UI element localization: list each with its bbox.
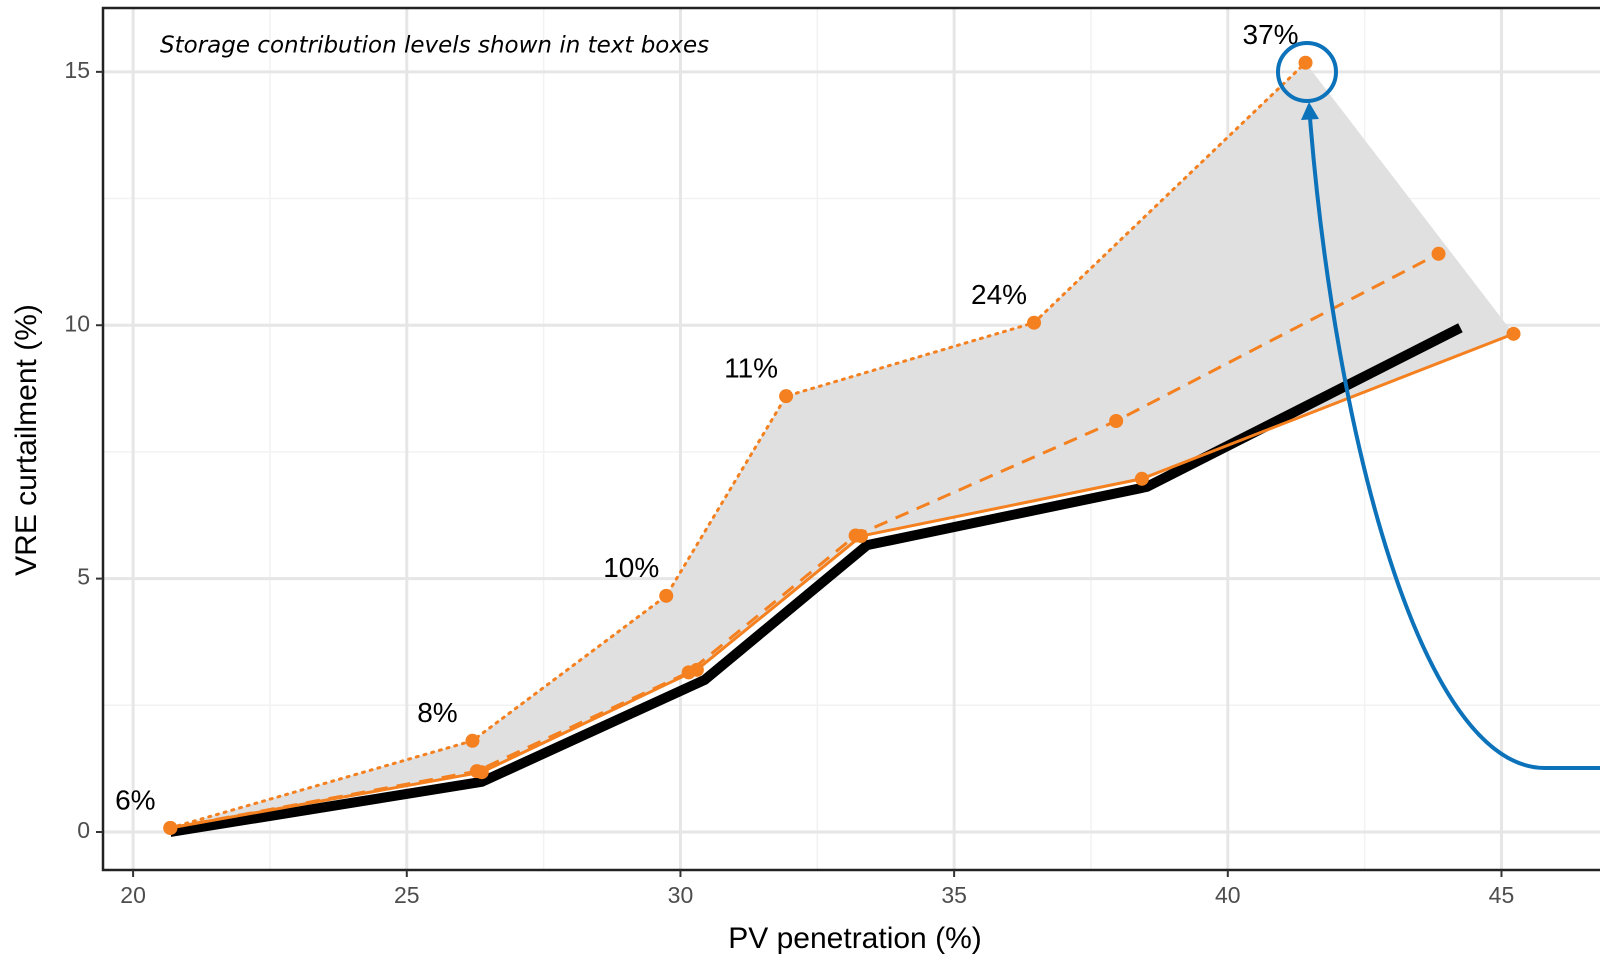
point-label: 11% (724, 353, 778, 384)
x-tick-label: 30 (668, 882, 694, 908)
point (779, 389, 794, 404)
y-tick-label: 10 (64, 310, 90, 336)
y-axis-title: VRE curtailment (%) (10, 304, 43, 576)
plot-area: 6% 8% 10% 11% 24% 37% (115, 19, 1521, 837)
y-tick-label: 0 (77, 817, 90, 843)
point (681, 665, 696, 680)
x-tick-label: 25 (394, 882, 420, 908)
x-tick-label: 45 (1489, 882, 1515, 908)
point-label: 37% (1243, 19, 1299, 50)
annotation: Storage contribution levels shown in tex… (160, 33, 709, 59)
point (1431, 246, 1446, 261)
y-tick-label: 5 (77, 564, 90, 590)
highlight-circle (1276, 41, 1338, 103)
point (659, 588, 674, 603)
panel-border (101, 6, 1600, 872)
point (848, 528, 863, 543)
point-label: 8% (417, 697, 457, 728)
highlight (1276, 41, 1600, 770)
point (465, 733, 480, 748)
point (1109, 414, 1124, 429)
x-tick-label: 40 (1215, 882, 1241, 908)
x-tick-label: 20 (120, 882, 146, 908)
series-line (169, 323, 1463, 837)
x-tick-label: 35 (941, 882, 967, 908)
point-label: 6% (115, 784, 155, 815)
point (1134, 471, 1149, 486)
point (1298, 55, 1313, 70)
point (163, 820, 178, 835)
point (469, 764, 484, 779)
arrow (1308, 117, 1600, 770)
point (1506, 326, 1521, 341)
point (1027, 315, 1042, 330)
y-tick-label: 15 (64, 57, 90, 83)
ribbon (170, 62, 1514, 828)
x-axis-title: PV penetration (%) (728, 922, 981, 955)
point-label: 24% (971, 279, 1027, 310)
arrow-head (1301, 102, 1319, 120)
series-line (170, 332, 1515, 830)
point-label: 10% (603, 552, 659, 583)
series-line (168, 61, 1308, 830)
series-line (170, 252, 1440, 830)
